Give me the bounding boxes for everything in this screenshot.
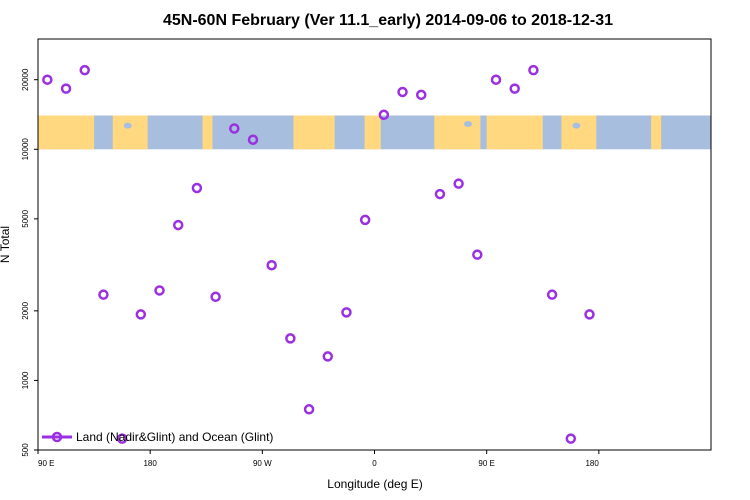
data-point [285,333,296,344]
data-point [60,83,72,94]
data-point [322,351,334,362]
data-point [378,109,390,121]
data-point [472,249,483,260]
map-land [434,115,481,150]
x-tick-label: 90 W [253,459,272,468]
legend: Land (Nadir&Glint) and Ocean (Glint) [42,430,273,444]
data-point [490,74,502,85]
data-point [341,307,352,318]
x-axis: 90 E 180 90 W 0 90 E 180 [37,450,599,468]
x-tick-label: 180 [143,459,157,468]
y-tick-label: 20000 [21,68,30,91]
y-tick-label: 1000 [21,371,30,389]
data-point [229,123,240,134]
data-point [210,291,221,303]
data-point [303,404,315,415]
data-point [247,134,259,145]
data-point [584,309,595,320]
data-point [79,64,90,76]
world-map-band [38,115,711,150]
legend-marker-swatch [51,431,63,443]
data-point [359,214,371,226]
data-points [42,64,595,444]
map-land [293,115,335,150]
data-point [397,86,408,98]
data-point [154,285,165,296]
legend-label: Land (Nadir&Glint) and Ocean (Glint) [76,430,273,444]
x-tick-label: 0 [372,459,377,468]
map-lake [283,132,292,139]
data-point [434,188,446,200]
y-tick-label: 10000 [21,138,30,161]
x-tick-label: 90 E [38,459,54,468]
x-tick-label: 90 E [478,459,494,468]
map-lake [123,122,132,129]
y-tick-label: 500 [21,443,30,457]
map-lake [463,120,472,127]
map-land [364,115,381,150]
map-land [561,115,597,150]
y-tick-label: 5000 [21,209,30,227]
map-land [112,115,148,150]
data-point [415,89,427,101]
data-point [509,83,520,94]
data-point [116,433,128,444]
map-lake [572,122,581,129]
map-land [651,115,662,150]
data-point [135,309,147,320]
data-point [546,289,558,300]
x-axis-label: Longitude (deg E) [327,477,422,491]
map-lake [397,129,406,136]
y-axis-label: N Total [0,226,12,263]
map-land [202,115,213,150]
data-point [266,259,277,271]
chart-title: 45N-60N February (Ver 11.1_early) 2014-0… [163,12,613,29]
y-axis: 500 1000 2000 5000 10000 20000 [21,68,38,457]
y-tick-label: 2000 [21,301,30,319]
data-point [191,182,203,194]
data-point [565,433,577,444]
x-tick-label: 180 [585,459,599,468]
data-point [98,289,109,300]
data-point [453,178,464,189]
map-land [38,115,95,150]
map-land [486,115,543,150]
data-point [528,64,539,76]
data-point [42,74,53,85]
data-point [172,219,184,231]
